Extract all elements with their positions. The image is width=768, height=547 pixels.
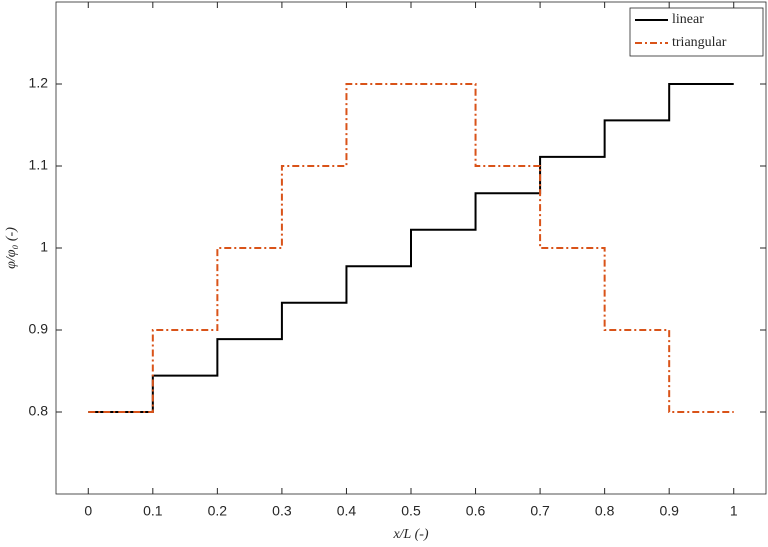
legend-box xyxy=(629,7,764,57)
x-tick-label: 1 xyxy=(730,503,738,519)
x-tick-label: 0.4 xyxy=(337,503,357,519)
series-line xyxy=(88,83,734,413)
x-tick-label: 0.2 xyxy=(208,503,228,519)
legend-label: triangular xyxy=(672,35,727,50)
legend-label: linear xyxy=(672,12,704,27)
x-tick-label: 0.3 xyxy=(272,503,292,519)
x-tick-label: 0.8 xyxy=(595,503,615,519)
y-tick-label: 0.8 xyxy=(29,403,49,419)
x-tick-label: 0.5 xyxy=(401,503,421,519)
x-tick-label: 0.1 xyxy=(143,503,163,519)
y-axis-label: φ/φ₀ (-) xyxy=(4,227,19,269)
series-line xyxy=(88,83,734,413)
x-tick-label: 0.7 xyxy=(530,503,550,519)
x-tick-label: 0 xyxy=(84,503,92,519)
y-tick-label: 1.2 xyxy=(29,75,49,91)
x-tick-label: 0.6 xyxy=(466,503,486,519)
y-tick-label: 0.9 xyxy=(29,321,49,337)
y-tick-label: 1.1 xyxy=(29,157,49,173)
y-tick-label: 1 xyxy=(40,239,48,255)
x-tick-label: 0.9 xyxy=(659,503,679,519)
x-axis-label: x/L (-) xyxy=(392,527,428,542)
